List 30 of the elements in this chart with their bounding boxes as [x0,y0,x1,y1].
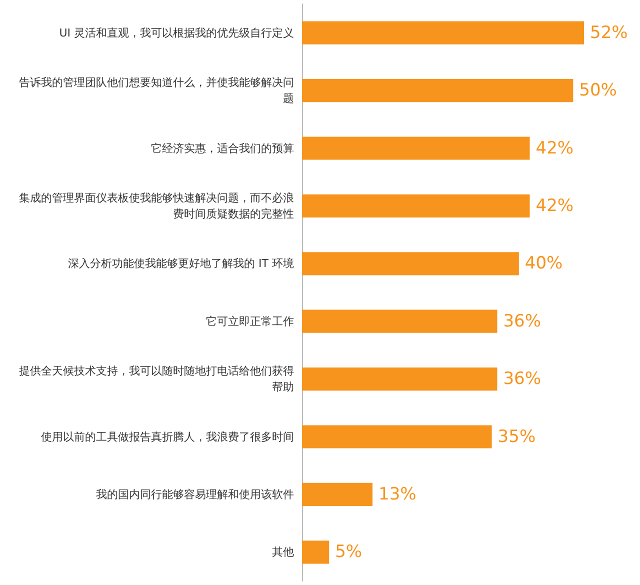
y-tick-label: 我的国内同行能够容易理解和使用该软件 [96,488,294,501]
data-label: 13% [378,484,416,504]
bar [302,21,584,44]
y-tick-label: 它可立即正常工作 [206,314,294,328]
bar [302,194,530,218]
bar [302,425,492,448]
bar [302,252,519,276]
data-label: 42% [536,138,574,158]
y-tick-label: 使用以前的工具做报告真折腾人，我浪费了很多时间 [41,430,294,444]
y-tick-label: 告诉我的管理团队他们想要知道什么，并使我能够解决问题 [19,76,294,106]
y-tick-label: UI 灵活和直观，我可以根据我的优先级自行定义 [59,26,294,40]
bar [302,368,498,391]
bar [302,136,530,160]
data-label: 52% [590,22,628,43]
data-label: 40% [524,254,563,274]
data-label: 5% [335,542,362,562]
bar [302,540,330,564]
y-tick-label: 其他 [272,546,294,559]
data-label: 36% [503,311,542,332]
bar [302,79,574,102]
data-label: 36% [503,369,542,390]
y-tick-label: 集成的管理界面仪表板使我能够快速解决问题，而不必浪费时间质疑数据的完整性 [19,191,294,220]
y-tick-label: 深入分析功能使我能够更好地了解我的 IT 环境 [68,257,294,270]
bar [302,310,498,333]
data-label: 42% [536,196,574,216]
bar [302,482,372,506]
y-tick-label: 它经济实惠，适合我们的预算 [151,142,294,155]
data-label: 35% [498,426,536,447]
y-tick-label: 提供全天候技术支持，我可以随时随地打电话给他们获得帮助 [19,364,294,394]
data-label: 50% [579,80,617,101]
